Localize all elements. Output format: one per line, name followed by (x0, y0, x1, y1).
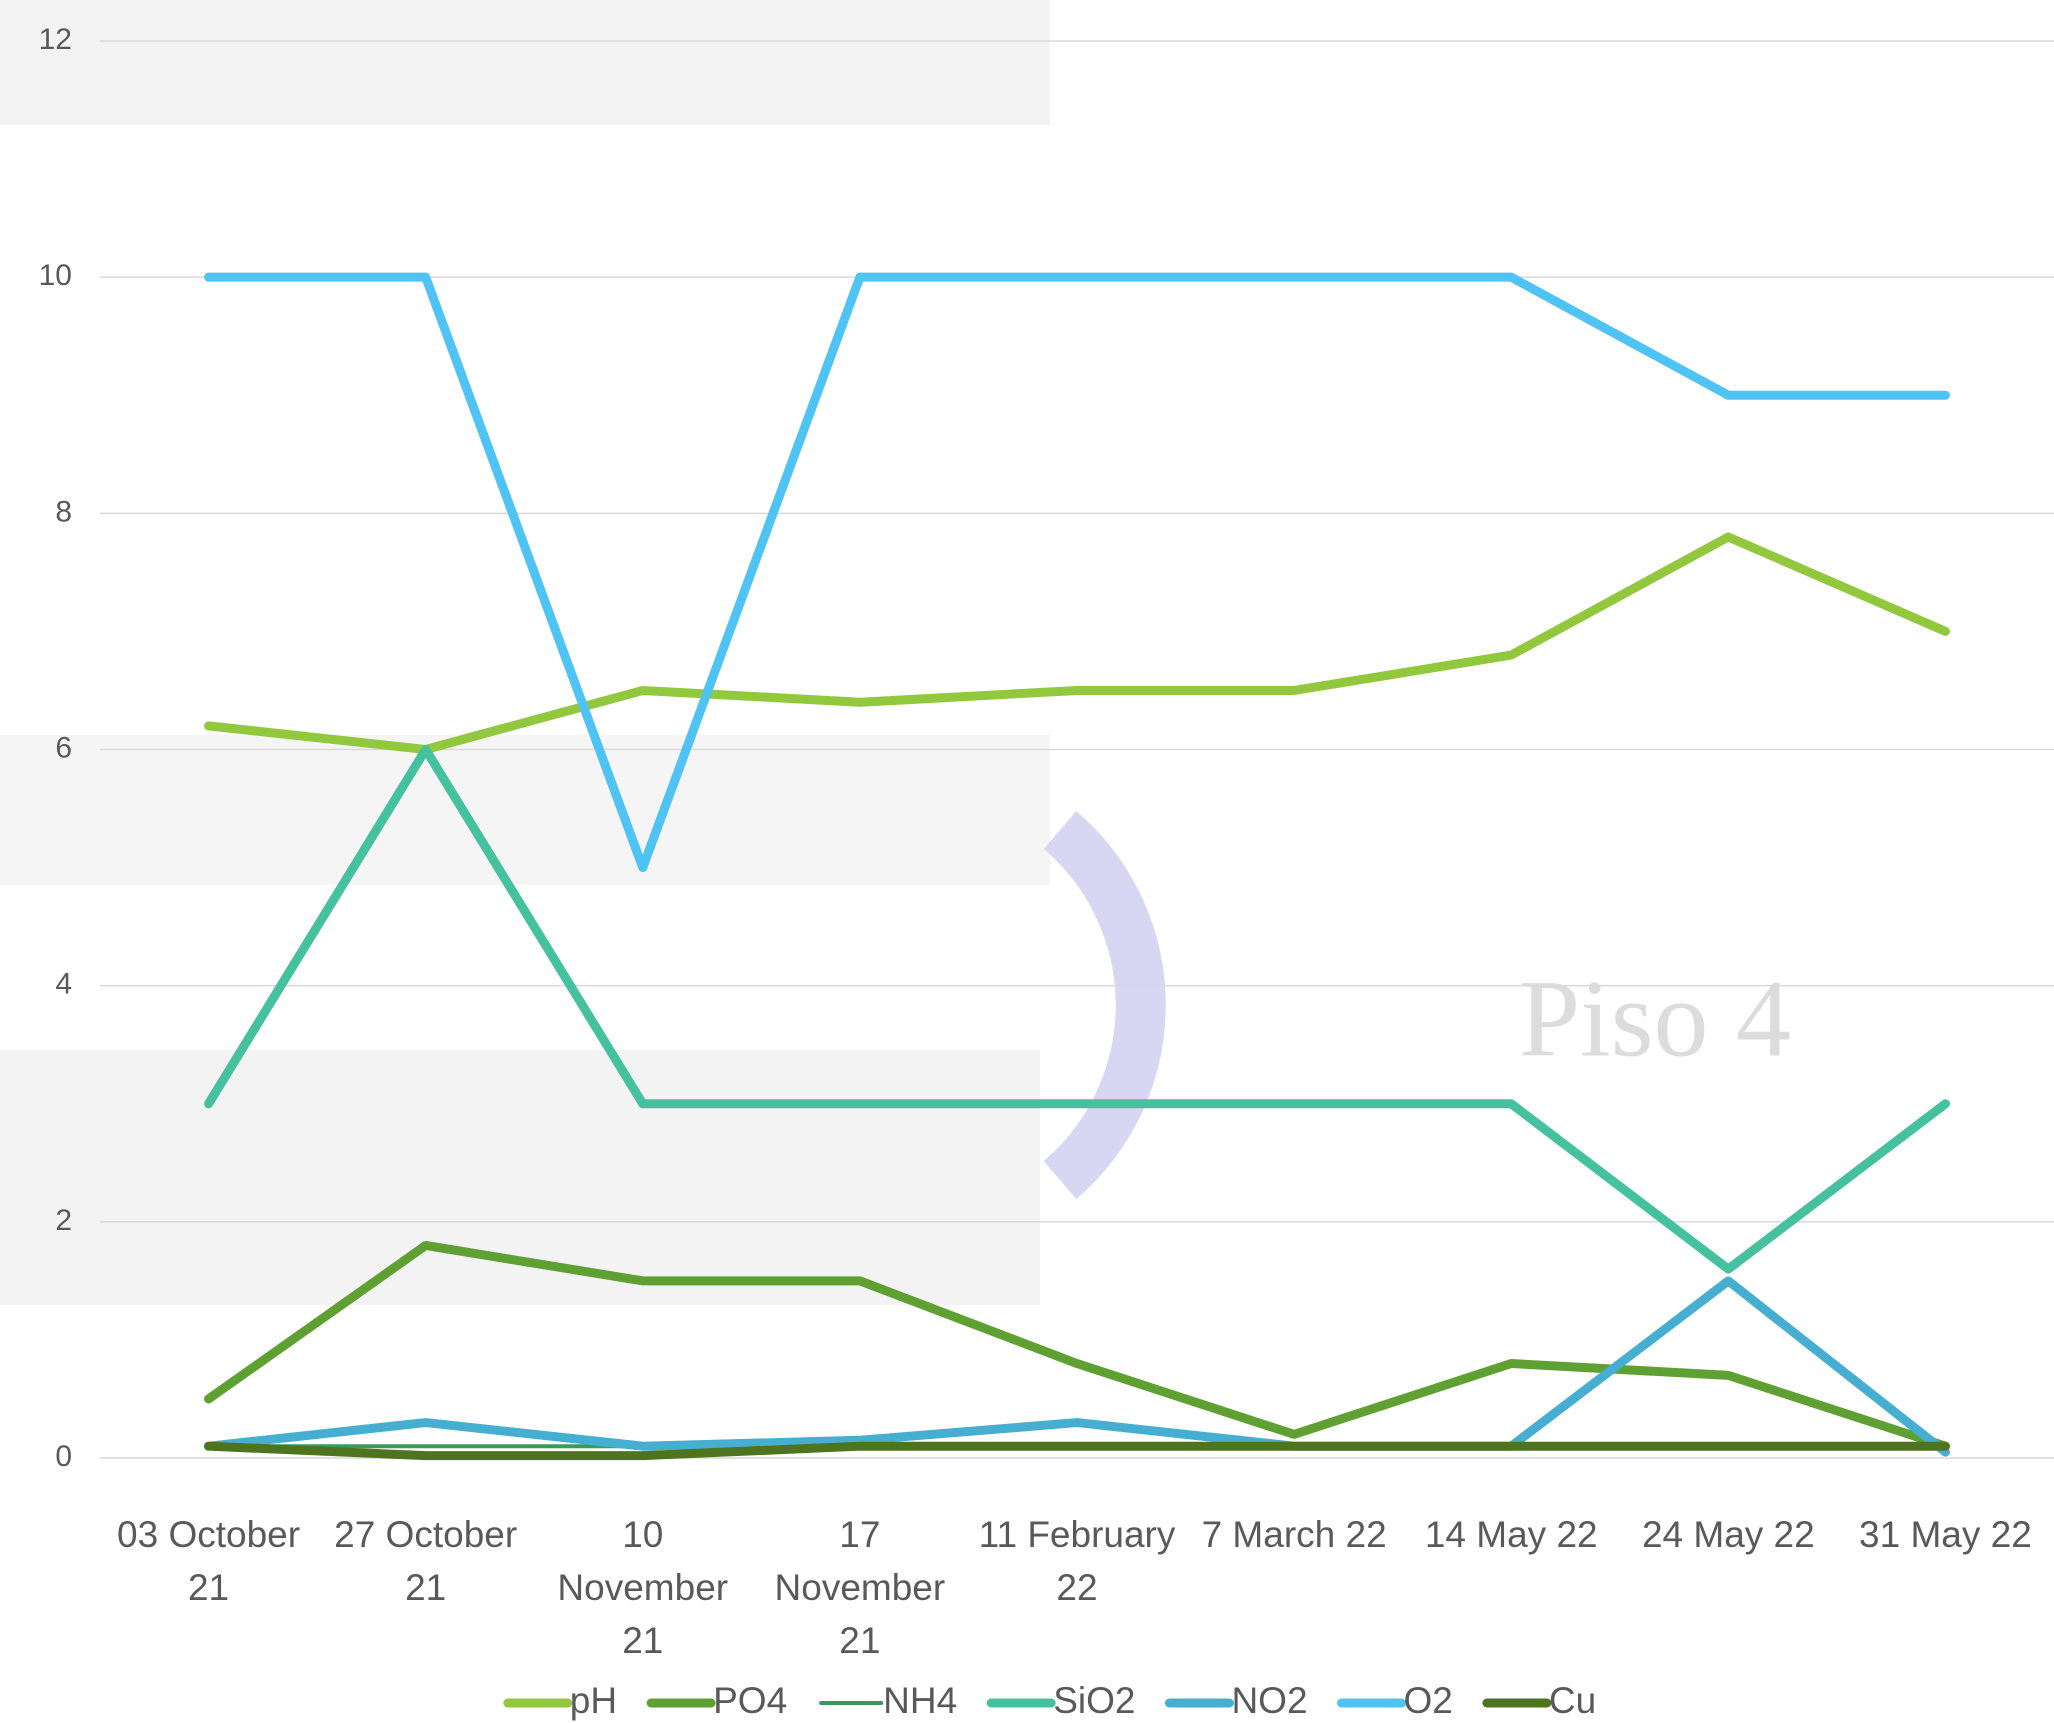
x-tick-line: 17 (839, 1514, 880, 1555)
x-tick-line: 21 (405, 1567, 446, 1608)
x-tick-line: November (775, 1567, 946, 1608)
legend-label: PO4 (713, 1680, 787, 1721)
x-tick-label: 31 May 22 (1859, 1514, 2032, 1555)
y-tick-label: 4 (55, 968, 72, 1001)
x-tick-line: 21 (622, 1620, 663, 1661)
y-tick-label: 12 (39, 23, 72, 56)
x-tick-line: November (557, 1567, 728, 1608)
x-tick-label: 11 February 22 (979, 1514, 1176, 1608)
y-tick-label: 10 (39, 259, 72, 292)
x-tick-label: 7 March 22 (1202, 1514, 1387, 1555)
x-tick-label: 03 October 21 (117, 1514, 300, 1608)
x-tick-label: 24 May 22 (1642, 1514, 1815, 1555)
legend-label: pH (570, 1680, 617, 1721)
x-tick-line: 03 October (117, 1514, 300, 1555)
x-tick-line: 10 (622, 1514, 663, 1555)
x-tick-label: 27 October 21 (334, 1514, 517, 1608)
y-tick-label: 6 (55, 731, 72, 764)
legend-label: Cu (1549, 1680, 1596, 1721)
x-tick-label: 10 November 21 (557, 1514, 728, 1661)
x-tick-line: 21 (188, 1567, 229, 1608)
legend-label: SiO2 (1053, 1680, 1135, 1721)
series-line (204, 532, 1950, 754)
legend-label: NH4 (883, 1680, 957, 1721)
watermark-arc (1043, 810, 1166, 1200)
x-tick-line: 24 May 22 (1642, 1514, 1815, 1555)
watermark-text: Piso 4 (1519, 957, 1791, 1079)
x-tick-line: 7 March 22 (1202, 1514, 1387, 1555)
y-tick-label: 0 (55, 1440, 72, 1473)
watermark-panel (0, 1050, 1040, 1305)
x-tick-line: 27 October (334, 1514, 517, 1555)
legend-label: NO2 (1231, 1680, 1307, 1721)
watermark-panel (0, 735, 1050, 885)
x-tick-line: 14 May 22 (1425, 1514, 1598, 1555)
x-tick-line: 22 (1056, 1567, 1097, 1608)
x-tick-line: 31 May 22 (1859, 1514, 2032, 1555)
x-tick-line: 21 (839, 1620, 880, 1661)
x-tick-line: 11 February (979, 1514, 1176, 1555)
series-line (204, 1240, 1950, 1451)
series-line (204, 745, 1950, 1274)
legend: pH PO4 NH4 SiO2 NO2 O2 Cu (503, 1680, 1596, 1721)
x-tick-label: 14 May 22 (1425, 1514, 1598, 1555)
watermark-panel (0, 0, 1050, 125)
y-tick-label: 2 (55, 1204, 72, 1237)
legend-label: O2 (1404, 1680, 1453, 1721)
series-line (204, 1276, 1950, 1457)
y-tick-label: 8 (55, 495, 72, 528)
x-tick-label: 17 November 21 (775, 1514, 946, 1661)
series-line (204, 1441, 1950, 1461)
series-line (204, 272, 1950, 873)
